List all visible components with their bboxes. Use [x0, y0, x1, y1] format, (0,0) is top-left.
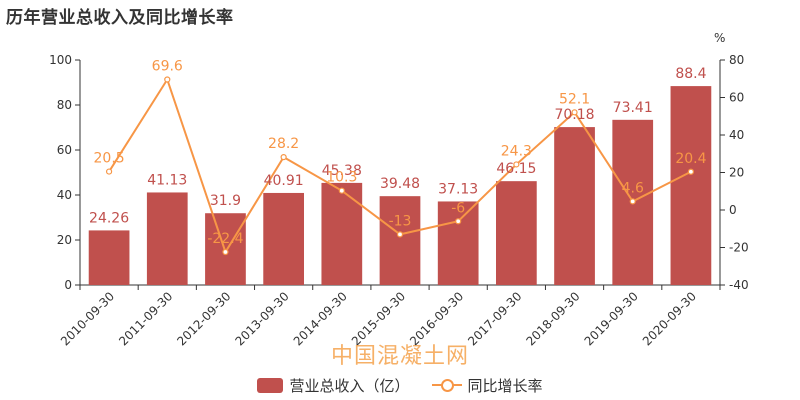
left-tick-label: 80 [57, 98, 72, 112]
bars-layer [88, 86, 712, 285]
left-tick-label: 60 [57, 143, 72, 157]
right-tick-label: 40 [729, 128, 744, 142]
growth-point [455, 218, 462, 225]
growth-point [629, 198, 636, 205]
bar [321, 182, 363, 285]
legend-item-growth[interactable]: 同比增长率 [431, 375, 543, 396]
line-layer [105, 76, 695, 256]
bar-value-label: 45.38 [322, 163, 362, 179]
bar-value-label: 70.18 [554, 107, 594, 123]
right-tick-label: 20 [729, 166, 744, 180]
legend-label-growth: 同比增长率 [467, 376, 543, 395]
bar [263, 192, 304, 285]
growth-point [164, 76, 171, 83]
growth-value-label: 69.6 [152, 59, 183, 75]
growth-value-label: 24.3 [501, 143, 532, 159]
growth-value-label: 10.3 [326, 170, 357, 186]
chart-title: 历年营业总收入及同比增长率 [6, 8, 234, 28]
right-tick-label: 0 [729, 203, 737, 217]
bar-value-label: 39.48 [380, 176, 420, 192]
growth-value-label: -22.4 [207, 231, 243, 247]
growth-point [338, 187, 345, 194]
bar-value-label: 41.13 [147, 172, 187, 188]
growth-point [280, 154, 287, 161]
legend-bar-swatch [257, 377, 284, 393]
growth-point [222, 248, 229, 256]
bar [379, 196, 421, 285]
bar-value-label: 40.91 [264, 173, 304, 189]
growth-value-label: 20.4 [675, 151, 706, 167]
growth-point [105, 168, 113, 175]
bar-value-label: 88.4 [675, 66, 706, 82]
watermark: 中国混凝土网 [330, 344, 469, 369]
legend-label-revenue: 营业总收入（亿） [289, 376, 410, 395]
left-tick-label: 20 [57, 233, 72, 247]
bar [146, 192, 188, 285]
growth-value-label: 4.6 [622, 180, 644, 196]
left-tick-label: 100 [49, 53, 72, 67]
bar-value-label: 46.15 [496, 161, 536, 177]
right-tick-label: -20 [729, 241, 749, 255]
right-tick-label: 60 [729, 91, 744, 105]
left-tick-label: 40 [57, 188, 72, 202]
growth-point [571, 109, 578, 116]
bar [670, 86, 712, 285]
legend-line-swatch [431, 378, 462, 392]
bar-value-label: 24.26 [89, 210, 129, 226]
growth-point [513, 161, 520, 168]
bar-value-label: 73.41 [613, 100, 653, 116]
left-tick-label: 0 [64, 278, 72, 292]
legend: 营业总收入（亿） 同比增长率 [0, 372, 800, 398]
growth-point [396, 231, 404, 238]
right-tick-label: -40 [729, 278, 749, 292]
growth-value-label: -13 [389, 213, 412, 229]
bar [496, 181, 537, 285]
bar [88, 230, 130, 285]
growth-value-label: -6 [451, 200, 465, 216]
bar-value-label: 31.9 [210, 193, 241, 209]
growth-value-label: 52.1 [559, 91, 590, 107]
right-axis-unit: % [714, 31, 725, 45]
right-tick-label: 80 [729, 53, 744, 67]
growth-point [687, 168, 695, 175]
bar [437, 201, 479, 285]
growth-value-label: 28.2 [268, 136, 299, 152]
labels-layer: 24.26 41.13 31.9 40.91 45.38 39.48 37.13 46.15 7… [89, 59, 707, 248]
bar [554, 127, 595, 285]
bar-value-label: 37.13 [438, 181, 478, 197]
legend-item-revenue[interactable]: 营业总收入（亿） [257, 375, 410, 396]
growth-value-label: 20.5 [94, 151, 125, 167]
